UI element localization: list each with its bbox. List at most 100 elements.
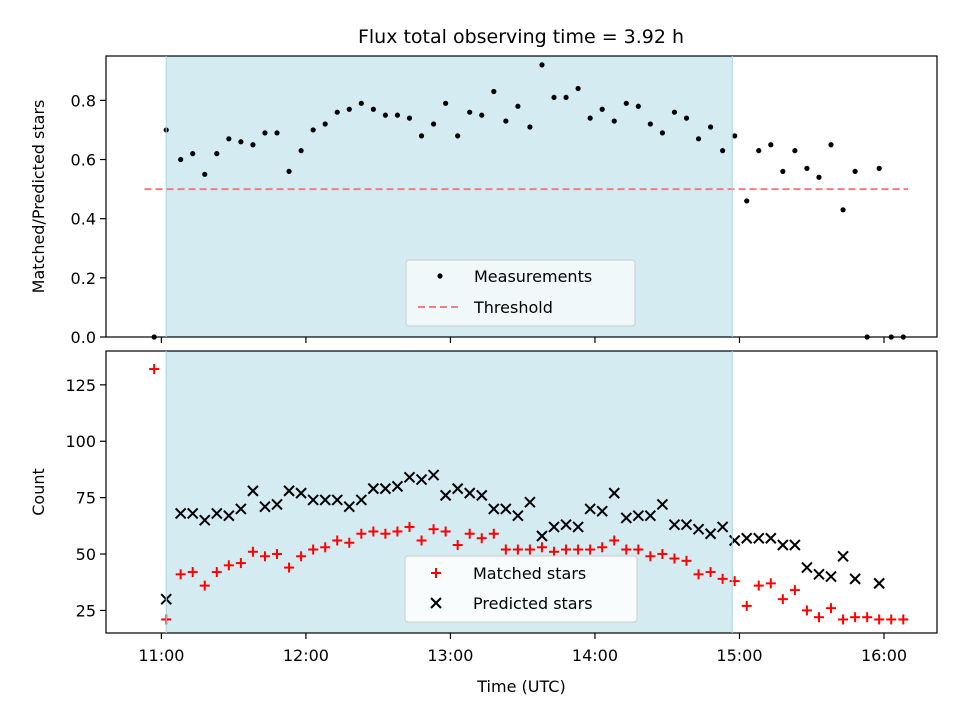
y-tick-label: 100	[65, 432, 96, 451]
matched-star-point	[754, 581, 764, 591]
matched-star-point	[790, 585, 800, 595]
measurement-point	[744, 198, 749, 203]
matched-star-point	[838, 614, 848, 624]
measurement-point	[479, 113, 484, 118]
y-tick-label: 75	[76, 489, 96, 508]
legend-label-matched-stars: Matched stars	[473, 564, 586, 583]
matched-star-point	[778, 594, 788, 604]
measurement-point	[190, 151, 195, 156]
measurement-point	[467, 110, 472, 115]
measurement-point	[780, 169, 785, 174]
predicted-star-point	[790, 540, 800, 550]
measurement-point	[708, 124, 713, 129]
matched-star-point	[898, 614, 908, 624]
legend-label-predicted-stars: Predicted stars	[473, 594, 593, 613]
measurement-point	[491, 89, 496, 94]
measurement-point	[648, 121, 653, 126]
measurement-point	[299, 148, 304, 153]
x-tick-label: 12:00	[283, 646, 329, 665]
measurement-point	[407, 116, 412, 121]
measurement-point	[311, 127, 316, 132]
predicted-star-point	[754, 533, 764, 543]
top-legend: Measurements Threshold	[406, 260, 635, 326]
measurement-point	[853, 169, 858, 174]
measurement-point	[347, 107, 352, 112]
matched-star-point	[886, 614, 896, 624]
x-tick-label: 15:00	[716, 646, 762, 665]
predicted-star-point	[766, 533, 776, 543]
measurement-point	[636, 104, 641, 109]
measurement-point	[226, 136, 231, 141]
predicted-star-point	[874, 578, 884, 588]
legend-dot	[437, 273, 442, 278]
predicted-star-point	[850, 574, 860, 584]
predicted-star-point	[778, 540, 788, 550]
matched-star-point	[814, 612, 824, 622]
y-tick-label: 0.6	[71, 151, 96, 170]
measurement-point	[419, 133, 424, 138]
bottom-x-ticks: 11:00 12:00 13:00 14:00 15:00 16:00	[138, 633, 907, 665]
measurement-point	[672, 110, 677, 115]
top-panel: 0.00.20.40.60.8 Matched/Predicted stars …	[29, 56, 937, 347]
measurement-point	[443, 101, 448, 106]
bottom-legend: Matched stars Predicted stars	[405, 556, 637, 622]
measurement-point	[359, 101, 364, 106]
top-y-axis-label: Matched/Predicted stars	[29, 100, 48, 294]
matched-star-point	[874, 614, 884, 624]
predicted-star-point	[826, 572, 836, 582]
matched-star-point	[766, 578, 776, 588]
measurement-point	[238, 139, 243, 144]
measurement-point	[792, 148, 797, 153]
measurement-point	[563, 95, 568, 100]
bottom-panel: 255075100125 11:00 12:00 13:00 14:00 15:00 16…	[29, 351, 937, 696]
measurement-point	[624, 101, 629, 106]
measurement-point	[600, 107, 605, 112]
chart: Flux total observing time = 3.92 h 0.0 0.…	[0, 0, 960, 720]
measurement-point	[274, 130, 279, 135]
x-tick-label: 11:00	[138, 646, 184, 665]
measurement-point	[515, 104, 520, 109]
predicted-star-point	[802, 563, 812, 573]
matched-star-point	[149, 364, 159, 374]
measurement-point	[431, 121, 436, 126]
matched-star-point	[862, 612, 872, 622]
measurement-point	[660, 130, 665, 135]
y-tick-label: 0.4	[71, 210, 96, 229]
bottom-y-ticks: 25 50 75 100 125	[65, 376, 106, 621]
measurement-point	[323, 121, 328, 126]
measurement-point	[816, 175, 821, 180]
y-tick-label: 0.8	[71, 91, 96, 110]
measurement-point	[877, 166, 882, 171]
matched-star-point	[826, 603, 836, 613]
measurement-point	[527, 124, 532, 129]
measurement-point	[178, 157, 183, 162]
measurement-point	[696, 136, 701, 141]
y-tick-label: 50	[76, 545, 96, 564]
x-tick-label: 16:00	[861, 646, 907, 665]
chart-title: Flux total observing time = 3.92 h	[358, 26, 684, 48]
y-tick-label: 25	[76, 601, 96, 620]
predicted-star-point	[742, 533, 752, 543]
measurement-point	[250, 142, 255, 147]
measurement-point	[828, 142, 833, 147]
predicted-star-point	[838, 551, 848, 561]
x-tick-label: 13:00	[427, 646, 473, 665]
y-tick-label: 125	[65, 376, 96, 395]
measurement-point	[732, 133, 737, 138]
measurement-point	[395, 113, 400, 118]
measurement-point	[840, 207, 845, 212]
measurement-point	[214, 151, 219, 156]
measurement-point	[455, 133, 460, 138]
predicted-star-point	[814, 569, 824, 579]
top-x-ticks	[161, 337, 884, 343]
measurement-point	[756, 148, 761, 153]
y-tick-label: 0.0	[71, 328, 96, 347]
x-axis-label: Time (UTC)	[476, 677, 565, 696]
measurement-point	[335, 110, 340, 115]
measurement-point	[262, 130, 267, 135]
measurement-point	[503, 118, 508, 123]
measurement-point	[551, 95, 556, 100]
measurement-point	[576, 86, 581, 91]
measurement-point	[588, 116, 593, 121]
measurement-point	[720, 148, 725, 153]
